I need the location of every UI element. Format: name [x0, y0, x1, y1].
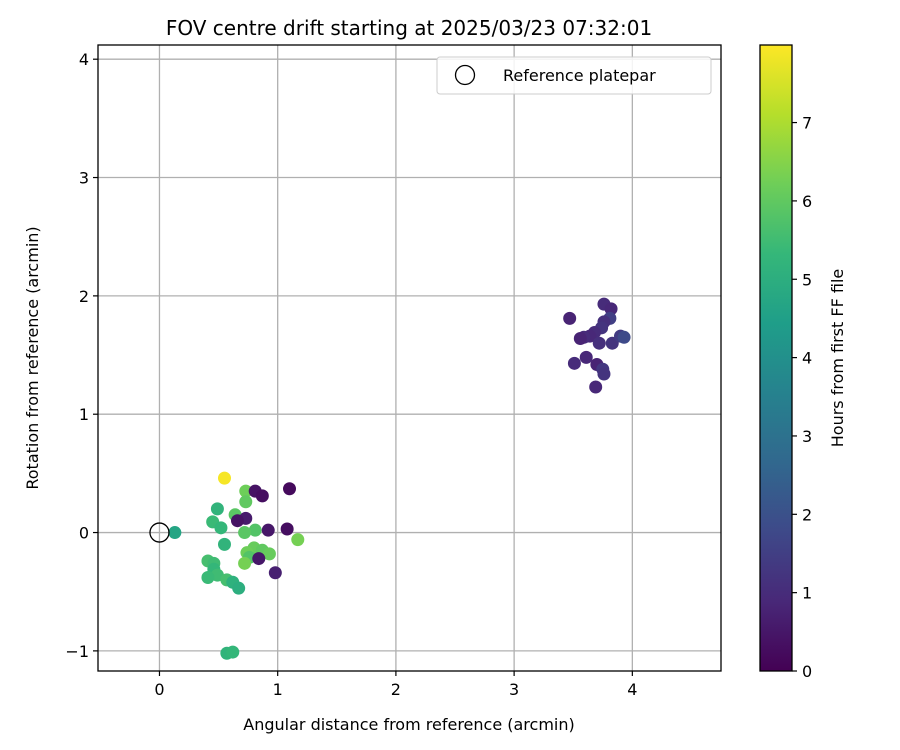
data-point: [261, 523, 275, 537]
colorbar-ticks: 0 1 2 3 4 5 6 7: [792, 114, 812, 681]
y-tick-label: 1: [79, 405, 89, 424]
data-point: [168, 526, 182, 540]
data-point: [563, 311, 577, 325]
colorbar-tick-label: 6: [802, 192, 812, 211]
y-axis-label: Rotation from reference (arcmin): [23, 226, 42, 489]
colorbar-tick-label: 5: [802, 270, 812, 289]
colorbar-tick-label: 3: [802, 427, 812, 446]
chart-title: FOV centre drift starting at 2025/03/23 …: [166, 16, 652, 40]
data-point: [238, 526, 252, 540]
y-tick-label: −1: [65, 642, 89, 661]
data-points: [168, 297, 631, 660]
data-point: [248, 523, 262, 537]
x-axis-label: Angular distance from reference (arcmin): [243, 715, 574, 734]
legend-box: [436, 56, 712, 95]
colorbar-tick-label: 2: [802, 505, 812, 524]
data-point: [262, 547, 276, 561]
x-tick-label: 0: [154, 680, 164, 699]
data-point: [280, 522, 294, 536]
y-axis-ticks: −1 0 1 2 3 4: [65, 50, 98, 661]
data-point: [592, 336, 606, 350]
colorbar-tick-label: 7: [802, 114, 812, 133]
y-tick-label: 4: [79, 50, 89, 69]
reference-marker-layer: [149, 522, 170, 543]
colorbar: [759, 44, 793, 672]
data-point: [283, 482, 297, 496]
data-point: [232, 581, 246, 595]
y-tick-label: 3: [79, 169, 89, 188]
x-tick-label: 2: [391, 680, 401, 699]
data-point: [604, 302, 618, 316]
data-point: [579, 350, 593, 364]
colorbar-tick-label: 4: [802, 349, 812, 368]
plot-frame: [97, 44, 722, 672]
colorbar-label: Hours from first FF file: [828, 269, 847, 448]
x-axis-ticks: 0 1 2 3 4: [154, 671, 637, 699]
data-point: [239, 495, 253, 509]
colorbar-tick-label: 0: [802, 662, 812, 681]
legend: Reference platepar: [436, 56, 712, 95]
data-point: [230, 514, 244, 528]
reference-platepar-marker: [149, 522, 170, 543]
x-tick-label: 4: [627, 680, 637, 699]
data-point: [597, 367, 611, 381]
data-point: [210, 502, 224, 516]
data-point: [201, 571, 215, 585]
data-point: [226, 645, 240, 659]
grid-lines: [98, 45, 721, 671]
data-point: [214, 521, 228, 535]
data-point: [573, 331, 587, 345]
x-tick-label: 1: [273, 680, 283, 699]
data-point: [617, 330, 631, 344]
data-point: [291, 533, 305, 547]
data-point: [252, 552, 266, 566]
data-point: [217, 471, 231, 485]
data-point: [567, 356, 581, 370]
data-point: [268, 566, 282, 580]
data-point: [255, 489, 269, 503]
legend-marker-reference: [454, 64, 476, 86]
y-tick-label: 0: [79, 524, 89, 543]
data-point: [217, 537, 231, 551]
legend-label-reference: Reference platepar: [503, 66, 656, 85]
colorbar-tick-label: 1: [802, 584, 812, 603]
data-point: [589, 380, 603, 394]
data-point: [238, 556, 252, 570]
data-point: [239, 484, 253, 498]
x-tick-label: 3: [509, 680, 519, 699]
y-tick-label: 2: [79, 287, 89, 306]
